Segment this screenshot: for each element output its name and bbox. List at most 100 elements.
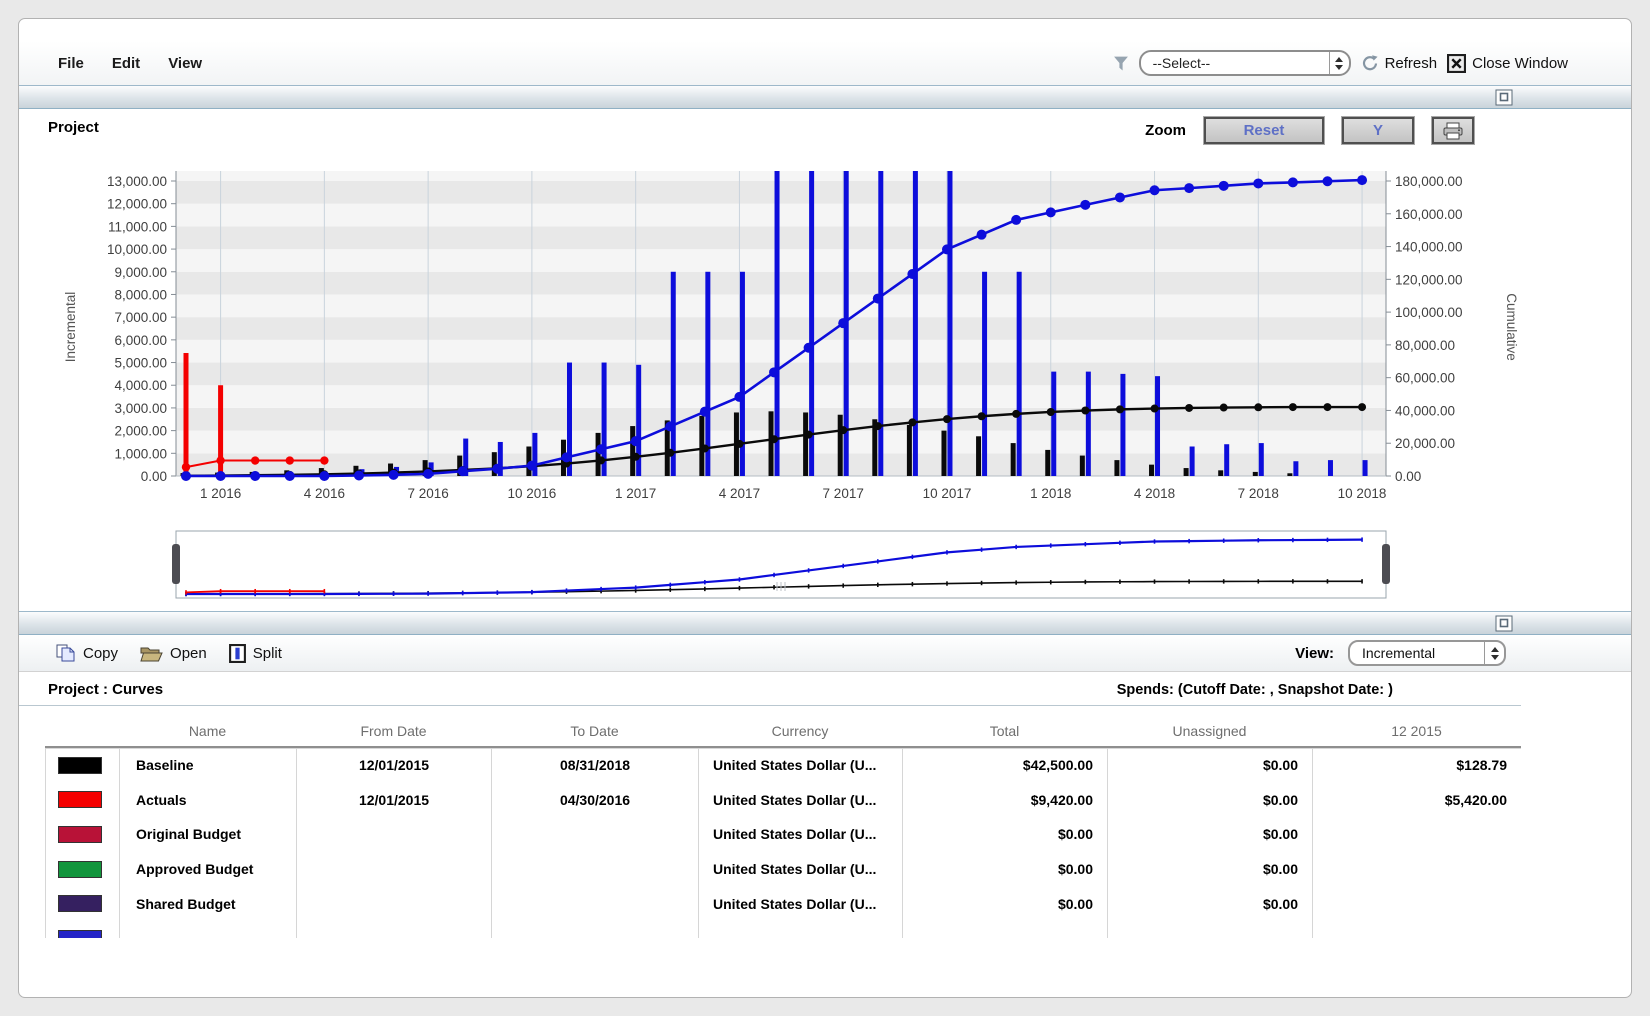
cell-unassigned: $0.00 <box>1108 852 1313 887</box>
cell-from-date: 12/01/2015 <box>297 748 492 783</box>
filter-select[interactable]: --Select-- <box>1139 50 1351 76</box>
cell-name: Baseline <box>120 748 297 783</box>
app-window: File Edit View --Select-- Refresh <box>18 18 1632 998</box>
filter-select-value: --Select-- <box>1153 55 1211 71</box>
svg-text:7 2017: 7 2017 <box>823 486 864 501</box>
cell-unassigned <box>1108 921 1313 938</box>
svg-text:40,000.00: 40,000.00 <box>1395 403 1455 418</box>
table-row[interactable]: Actuals12/01/201504/30/2016United States… <box>46 783 1521 818</box>
open-folder-icon <box>140 645 163 662</box>
cell-name <box>120 921 297 938</box>
open-button[interactable]: Open <box>140 645 207 662</box>
menu-edit[interactable]: Edit <box>112 55 140 72</box>
table-row-partial[interactable] <box>46 921 1521 938</box>
cell-unassigned: $0.00 <box>1108 817 1313 852</box>
svg-text:10 2016: 10 2016 <box>507 486 556 501</box>
cell-total: $0.00 <box>903 886 1108 921</box>
svg-text:4 2018: 4 2018 <box>1134 486 1175 501</box>
refresh-icon <box>1361 54 1379 72</box>
copy-label: Copy <box>83 645 118 662</box>
cell-12-2015 <box>1313 852 1521 887</box>
table-row[interactable]: Baseline12/01/201508/31/2018United State… <box>46 748 1521 783</box>
panel-restore-icon-2[interactable] <box>1495 615 1513 632</box>
cell-currency: United States Dollar (U... <box>699 783 903 818</box>
copy-icon <box>56 644 76 662</box>
cell-currency: United States Dollar (U... <box>699 852 903 887</box>
curve-color-swatch <box>58 930 102 938</box>
cell-to-date <box>492 852 699 887</box>
open-label: Open <box>170 645 207 662</box>
view-selector: View: Incremental <box>1295 640 1506 666</box>
copy-button[interactable]: Copy <box>56 644 118 662</box>
menu-file[interactable]: File <box>58 55 84 72</box>
svg-text:12,000.00: 12,000.00 <box>107 197 167 212</box>
svg-text:60,000.00: 60,000.00 <box>1395 371 1455 386</box>
column-header-currency: Currency <box>698 723 902 739</box>
svg-text:1 2017: 1 2017 <box>615 486 656 501</box>
cell-unassigned: $0.00 <box>1108 783 1313 818</box>
table-row[interactable]: Original BudgetUnited States Dollar (U..… <box>46 817 1521 852</box>
split-icon <box>229 644 246 663</box>
svg-text:2,000.00: 2,000.00 <box>114 424 167 439</box>
project-curves-chart[interactable]: 0.001,000.002,000.003,000.004,000.005,00… <box>59 159 1589 619</box>
svg-text:4,000.00: 4,000.00 <box>114 378 167 393</box>
curve-color-swatch <box>58 861 102 878</box>
cell-currency: United States Dollar (U... <box>699 748 903 783</box>
split-button[interactable]: Split <box>229 644 282 663</box>
cell-12-2015 <box>1313 886 1521 921</box>
select-spinner-icon <box>1329 52 1349 74</box>
curve-color-swatch <box>58 757 102 774</box>
cell-total: $0.00 <box>903 817 1108 852</box>
svg-text:0.00: 0.00 <box>141 469 167 484</box>
cell-swatch <box>46 817 120 852</box>
cell-from-date <box>297 817 492 852</box>
svg-text:Incremental: Incremental <box>63 292 78 363</box>
cell-to-date <box>492 817 699 852</box>
column-header-unassigned: Unassigned <box>1107 723 1312 739</box>
menu-bar: File Edit View --Select-- Refresh <box>19 41 1631 85</box>
column-header-total: Total <box>902 723 1107 739</box>
cell-from-date <box>297 921 492 938</box>
refresh-button[interactable]: Refresh <box>1361 54 1438 72</box>
menu-view[interactable]: View <box>168 55 202 72</box>
svg-text:7,000.00: 7,000.00 <box>114 310 167 325</box>
cell-swatch <box>46 921 120 938</box>
curve-color-swatch <box>58 895 102 912</box>
svg-text:120,000.00: 120,000.00 <box>1395 272 1463 287</box>
cell-swatch <box>46 886 120 921</box>
panel-restore-icon[interactable] <box>1495 89 1513 106</box>
cell-from-date <box>297 886 492 921</box>
cell-total: $9,420.00 <box>903 783 1108 818</box>
print-button[interactable] <box>1432 117 1474 144</box>
desktop-background: File Edit View --Select-- Refresh <box>0 0 1650 1016</box>
overview-left-handle[interactable] <box>172 544 180 584</box>
cell-to-date <box>492 921 699 938</box>
cell-unassigned: $0.00 <box>1108 748 1313 783</box>
svg-text:100,000.00: 100,000.00 <box>1395 305 1463 320</box>
svg-text:160,000.00: 160,000.00 <box>1395 207 1463 222</box>
svg-text:8,000.00: 8,000.00 <box>114 287 167 302</box>
overview-right-handle[interactable] <box>1382 544 1390 584</box>
curves-table: NameFrom DateTo DateCurrencyTotalUnassig… <box>45 716 1521 938</box>
cell-from-date <box>297 852 492 887</box>
curves-table-body: Baseline12/01/201508/31/2018United State… <box>45 748 1521 938</box>
table-row[interactable]: Shared BudgetUnited States Dollar (U...$… <box>46 886 1521 921</box>
table-row[interactable]: Approved Budget United States Dollar (U..… <box>46 852 1521 887</box>
zoom-y-button[interactable]: Y <box>1342 117 1414 144</box>
curves-toolbar: Copy Open Split View: Incremental <box>19 635 1631 672</box>
cell-total <box>903 921 1108 938</box>
svg-text:5,000.00: 5,000.00 <box>114 356 167 371</box>
cell-12-2015 <box>1313 921 1521 938</box>
cell-total: $0.00 <box>903 852 1108 887</box>
close-window-button[interactable]: Close Window <box>1447 54 1568 73</box>
table-header-row: NameFrom DateTo DateCurrencyTotalUnassig… <box>45 716 1521 746</box>
cell-total: $42,500.00 <box>903 748 1108 783</box>
view-dropdown[interactable]: Incremental <box>1348 640 1506 666</box>
cell-to-date <box>492 886 699 921</box>
view-spinner-icon <box>1484 642 1504 664</box>
close-window-label: Close Window <box>1472 55 1568 72</box>
zoom-reset-button[interactable]: Reset <box>1204 117 1324 144</box>
cell-currency <box>699 921 903 938</box>
cell-name: Approved Budget <box>120 852 297 887</box>
cell-name: Shared Budget <box>120 886 297 921</box>
